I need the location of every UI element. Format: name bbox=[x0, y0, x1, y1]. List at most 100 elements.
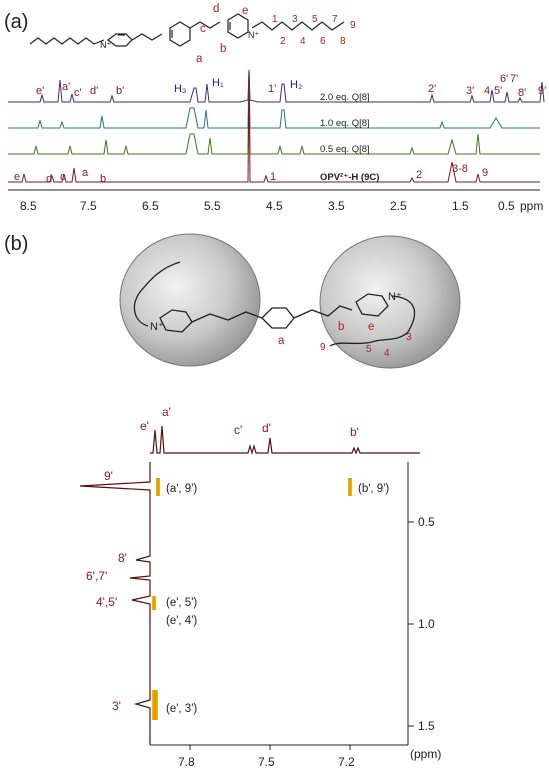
svg-text:9: 9 bbox=[482, 167, 488, 179]
svg-text:e': e' bbox=[36, 85, 44, 97]
panel-b-label: (b) bbox=[4, 233, 28, 255]
left-projection-labels: 9' 8' 6',7' 4',5' 3' bbox=[86, 469, 127, 713]
svg-text:ppm: ppm bbox=[520, 199, 543, 213]
nmr-spectra-stack bbox=[8, 69, 545, 183]
x-axis-b: 7.8 7.5 7.2 (ppm) bbox=[178, 745, 441, 769]
svg-text:5': 5' bbox=[494, 85, 502, 97]
svg-text:6',7': 6',7' bbox=[86, 569, 107, 583]
svg-text:1': 1' bbox=[268, 83, 276, 95]
svg-text:4',5': 4',5' bbox=[96, 595, 117, 609]
svg-text:e: e bbox=[242, 5, 248, 17]
cross-peak-e-5 bbox=[152, 596, 156, 610]
struct-b-9: 9 bbox=[320, 342, 326, 353]
svg-text:7.5: 7.5 bbox=[80, 199, 97, 213]
svg-text:c': c' bbox=[74, 87, 82, 99]
svg-text:H₃: H₃ bbox=[174, 83, 186, 95]
left-projection-trace bbox=[79, 462, 151, 745]
svg-text:1: 1 bbox=[272, 14, 278, 25]
svg-text:3: 3 bbox=[292, 14, 298, 25]
svg-text:8.5: 8.5 bbox=[20, 199, 37, 213]
svg-text:2: 2 bbox=[416, 169, 422, 181]
struct-b-3: 3 bbox=[406, 332, 412, 343]
top-projection-trace bbox=[150, 425, 420, 456]
svg-text:8': 8' bbox=[118, 551, 127, 565]
svg-text:6: 6 bbox=[320, 36, 326, 47]
svg-text:2: 2 bbox=[280, 36, 286, 47]
svg-text:1.0: 1.0 bbox=[418, 617, 435, 631]
svg-text:H₂: H₂ bbox=[290, 79, 302, 91]
svg-text:(e', 3'): (e', 3') bbox=[166, 703, 197, 715]
svg-text:b': b' bbox=[116, 85, 124, 97]
host-guest-complex: N⁺ N⁺ a b e 9 5 4 3 bbox=[119, 233, 461, 369]
svg-text:e': e' bbox=[140, 419, 149, 433]
spectrum-label-1eq: 1.0 eq. Q[8] bbox=[320, 118, 370, 129]
svg-text:0.5: 0.5 bbox=[498, 199, 515, 213]
spectrum-label-opv: OPV²⁺-H (9C) bbox=[320, 172, 379, 183]
spectrum-05eq bbox=[8, 69, 540, 155]
x-axis-a: 8.5 7.5 6.5 5.5 4.5 3.5 2.5 1.5 0.5 ppm bbox=[8, 189, 543, 213]
svg-text:1.5: 1.5 bbox=[418, 719, 435, 733]
svg-text:7.2: 7.2 bbox=[338, 755, 355, 769]
svg-text:b: b bbox=[220, 43, 226, 55]
spectrum-1eq bbox=[8, 69, 540, 129]
svg-text:d: d bbox=[213, 3, 219, 15]
svg-text:6.5: 6.5 bbox=[142, 199, 159, 213]
struct-b-e: e bbox=[368, 321, 374, 333]
top-projection-labels: e' a' c' d' b' bbox=[140, 405, 359, 439]
svg-text:e: e bbox=[14, 171, 20, 183]
svg-text:3': 3' bbox=[466, 85, 474, 97]
svg-text:4.5: 4.5 bbox=[266, 199, 283, 213]
svg-text:a: a bbox=[196, 53, 203, 65]
svg-text:8: 8 bbox=[340, 36, 346, 47]
svg-text:b': b' bbox=[350, 425, 359, 439]
svg-text:7': 7' bbox=[510, 73, 518, 85]
struct-numbers-a: 1 2 3 4 5 6 7 8 9 bbox=[272, 14, 356, 47]
svg-text:d: d bbox=[46, 173, 52, 185]
svg-text:4: 4 bbox=[484, 85, 490, 97]
struct-b-5: 5 bbox=[366, 344, 372, 355]
opv-structure-a bbox=[29, 13, 345, 47]
cross-peak-e-3 bbox=[152, 690, 158, 720]
svg-text:6': 6' bbox=[500, 73, 508, 85]
svg-text:a: a bbox=[82, 167, 89, 179]
svg-text:5: 5 bbox=[312, 14, 318, 25]
svg-text:9': 9' bbox=[538, 85, 546, 97]
svg-text:a': a' bbox=[62, 81, 70, 93]
svg-text:4: 4 bbox=[300, 36, 306, 47]
svg-text:1.5: 1.5 bbox=[452, 199, 469, 213]
spectrum-2eq bbox=[8, 69, 545, 103]
svg-text:c: c bbox=[200, 23, 206, 35]
spectrum-label-05eq: 0.5 eq. Q[8] bbox=[320, 144, 370, 155]
svg-text:8': 8' bbox=[518, 87, 526, 99]
svg-text:2.5: 2.5 bbox=[390, 199, 407, 213]
noesy-frame bbox=[150, 462, 409, 746]
peak-labels-bottom: e d c a b 1 2 3-8 9 bbox=[14, 163, 488, 185]
svg-text:3': 3' bbox=[112, 699, 121, 713]
svg-text:3-8: 3-8 bbox=[452, 163, 468, 175]
struct-b-b: b bbox=[338, 321, 344, 333]
spectrum-label-2eq: 2.0 eq. Q[8] bbox=[320, 92, 370, 103]
svg-text:(a', 9'): (a', 9') bbox=[166, 483, 197, 495]
svg-text:2': 2' bbox=[428, 83, 436, 95]
svg-text:(ppm): (ppm) bbox=[410, 747, 441, 761]
svg-text:7.5: 7.5 bbox=[258, 755, 275, 769]
peak-labels-top: e' a' c' d' b' H₃ H₁ 1' H₂ 2' 3' 4 5' 6'… bbox=[36, 73, 546, 99]
y-axis-b: 0.5 1.0 1.5 bbox=[408, 515, 435, 733]
svg-text:d': d' bbox=[262, 421, 271, 435]
svg-text:a': a' bbox=[162, 405, 171, 419]
svg-text:(e', 5'): (e', 5') bbox=[166, 597, 197, 609]
svg-text:c': c' bbox=[234, 423, 242, 437]
n-plus-left-b: N⁺ bbox=[150, 321, 164, 333]
struct-b-4: 4 bbox=[384, 348, 390, 359]
n-plus-right-b: N⁺ bbox=[388, 291, 402, 303]
panel-a-label: (a) bbox=[4, 11, 28, 33]
svg-text:(b', 9'): (b', 9') bbox=[358, 483, 389, 495]
svg-text:d': d' bbox=[90, 85, 98, 97]
svg-text:0.5: 0.5 bbox=[418, 515, 435, 529]
svg-text:1: 1 bbox=[270, 171, 276, 183]
svg-text:9: 9 bbox=[350, 20, 356, 31]
svg-text:9': 9' bbox=[104, 469, 113, 483]
cross-peaks: (a', 9') (b', 9') (e', 5') (e', 4') (e',… bbox=[152, 478, 389, 720]
cross-peak-a-9 bbox=[156, 478, 160, 496]
spectrum-opv bbox=[8, 69, 540, 183]
